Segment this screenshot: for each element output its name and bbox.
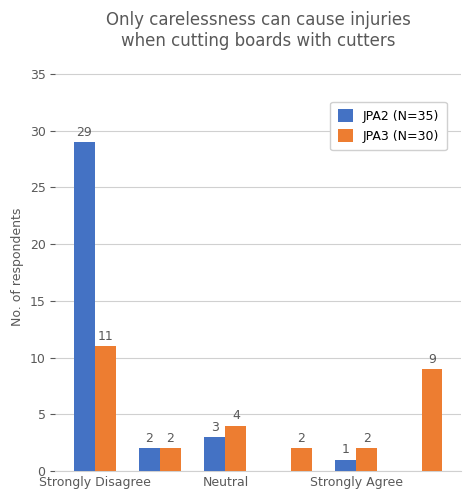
Text: 9: 9 — [428, 352, 436, 366]
Text: 3: 3 — [211, 420, 219, 434]
Legend: JPA2 (N=35), JPA3 (N=30): JPA2 (N=35), JPA3 (N=30) — [330, 102, 447, 150]
Bar — [94, 346, 116, 471]
Title: Only carelessness can cause injuries
when cutting boards with cutters: Only carelessness can cause injuries whe… — [106, 11, 411, 50]
Bar — [356, 448, 377, 471]
Bar — [226, 426, 246, 471]
Text: 2: 2 — [167, 432, 174, 445]
Bar — [204, 437, 226, 471]
Text: 11: 11 — [97, 330, 113, 343]
Text: 1: 1 — [342, 444, 350, 456]
Bar — [335, 460, 356, 471]
Text: 2: 2 — [362, 432, 371, 445]
Text: 4: 4 — [232, 409, 240, 422]
Text: 29: 29 — [76, 126, 92, 138]
Bar — [139, 448, 160, 471]
Y-axis label: No. of respondents: No. of respondents — [11, 208, 24, 326]
Bar — [421, 369, 442, 471]
Bar — [74, 142, 94, 471]
Bar — [160, 448, 181, 471]
Bar — [291, 448, 312, 471]
Text: 2: 2 — [145, 432, 153, 445]
Text: 2: 2 — [297, 432, 305, 445]
